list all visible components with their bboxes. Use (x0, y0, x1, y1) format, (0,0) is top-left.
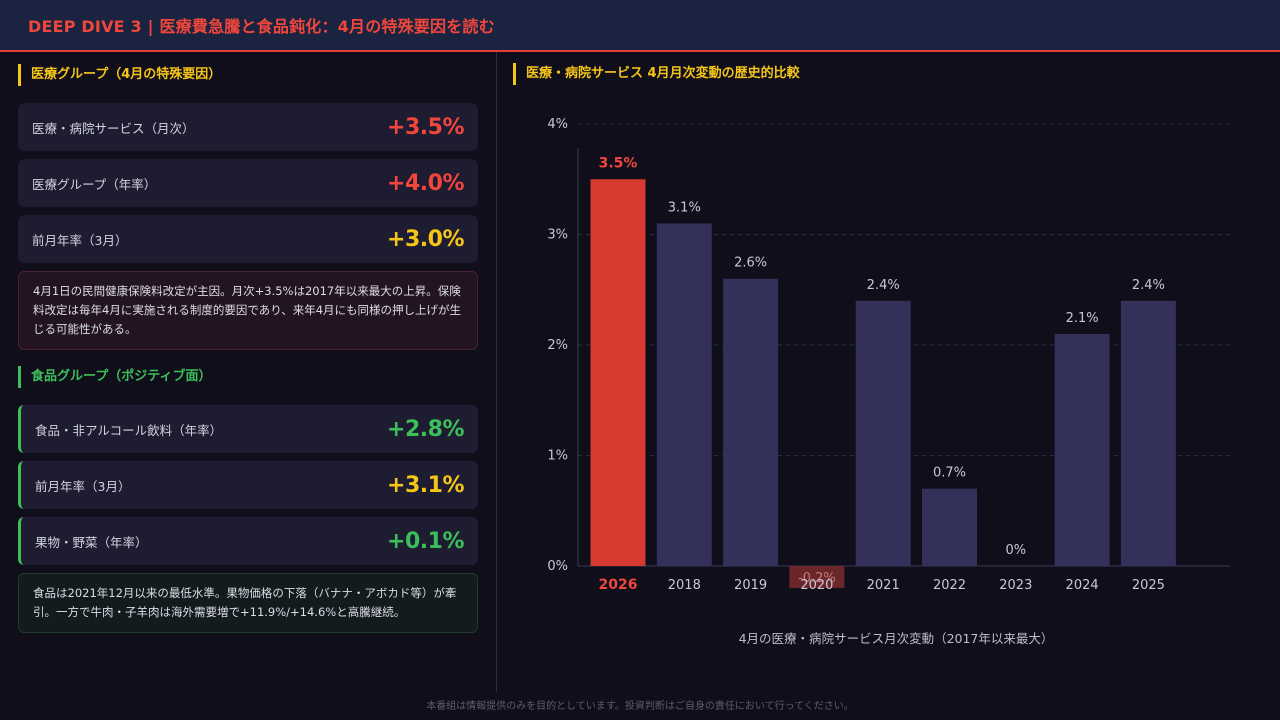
medical-monthly-card: 医療・病院サービス（月次） +3.5% (18, 103, 478, 151)
medical-annual-label: 医療グループ（年率） (32, 176, 157, 192)
x-tick-label: 2019 (734, 578, 767, 593)
medical-section-title: 医療グループ（4月の特殊要因） (18, 64, 478, 86)
food-note: 食品は2021年12月以来の最低水準。果物価格の下落（バナナ・アボカド等）が牽引… (18, 573, 478, 633)
medical-monthly-value: +3.5% (387, 114, 464, 140)
fruit-veg-value: +0.1% (387, 528, 464, 554)
x-tick-label: 2026 (599, 577, 638, 593)
x-tick-label: 2018 (668, 578, 701, 593)
y-tick-label: 4% (547, 117, 568, 132)
fruit-veg-label: 果物・野菜（年率） (35, 534, 148, 550)
bar (1120, 300, 1176, 566)
panel-divider (496, 52, 497, 692)
bar (590, 179, 646, 566)
medical-prev-month-card: 前月年率（3月） +3.0% (18, 215, 478, 263)
food-prev-month-label: 前月年率（3月） (35, 478, 131, 494)
left-panel: 医療グループ（4月の特殊要因） 医療・病院サービス（月次） +3.5% 医療グル… (18, 64, 478, 633)
food-annual-card: 食品・非アルコール飲料（年率） +2.8% (18, 405, 478, 453)
bar (789, 566, 845, 589)
y-tick-label: 1% (547, 449, 568, 464)
x-tick-label: 2025 (1132, 578, 1165, 593)
chart-title: 医療・病院サービス 4月月次変動の歴史的比較 (513, 63, 800, 85)
x-tick-label: 2024 (1066, 578, 1099, 593)
medical-prev-month-label: 前月年率（3月） (32, 232, 128, 248)
x-tick-label: 2021 (867, 578, 900, 593)
bar (656, 223, 712, 566)
x-tick-label: 2020 (800, 578, 833, 593)
medical-prev-month-value: +3.0% (387, 226, 464, 252)
food-annual-label: 食品・非アルコール飲料（年率） (35, 422, 223, 438)
header-bar: DEEP DIVE 3 | 医療費急騰と食品鈍化：4月の特殊要因を読む (0, 0, 1280, 52)
medical-monthly-label: 医療・病院サービス（月次） (32, 120, 195, 136)
bar-value-label: 3.5% (599, 155, 638, 171)
food-prev-month-card: 前月年率（3月） +3.1% (18, 461, 478, 509)
x-tick-label: 2022 (933, 578, 966, 593)
bar (922, 488, 977, 566)
bar (1054, 333, 1110, 566)
y-tick-label: 2% (547, 338, 568, 353)
disclaimer: 本番組は情報提供のみを目的としています。投資判断はご自身の責任において行ってくだ… (426, 701, 854, 712)
medical-annual-card: 医療グループ（年率） +4.0% (18, 159, 478, 207)
bar-value-label: 0.7% (933, 466, 966, 481)
bar-value-label: 2.1% (1066, 311, 1099, 326)
bar-value-label: 0% (1005, 543, 1026, 558)
bar (723, 278, 779, 566)
page-title: DEEP DIVE 3 | 医療費急騰と食品鈍化：4月の特殊要因を読む (28, 17, 495, 36)
food-annual-value: +2.8% (387, 416, 464, 442)
bar (855, 300, 911, 566)
bar-value-label: 2.6% (734, 256, 767, 271)
y-tick-label: 0% (547, 559, 568, 574)
x-axis-label: 4月の医療・病院サービス月次変動（2017年以来最大） (739, 631, 1054, 646)
x-tick-label: 2023 (999, 578, 1032, 593)
bar-value-label: -0.2% (798, 571, 836, 586)
bar-value-label: 2.4% (867, 278, 900, 293)
food-prev-month-value: +3.1% (387, 472, 464, 498)
bar-value-label: 3.1% (668, 200, 701, 215)
fruit-veg-card: 果物・野菜（年率） +0.1% (18, 517, 478, 565)
medical-annual-value: +4.0% (387, 170, 464, 196)
bar-value-label: 2.4% (1132, 278, 1165, 293)
food-section-title: 食品グループ（ポジティブ面） (18, 366, 478, 388)
medical-note: 4月1日の民間健康保険料改定が主因。月次+3.5%は2017年以来最大の上昇。保… (18, 271, 478, 350)
y-tick-label: 3% (547, 228, 568, 243)
